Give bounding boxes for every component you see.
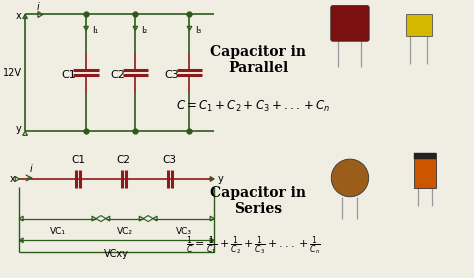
Text: VC₁: VC₁: [50, 227, 65, 237]
Bar: [414, 153, 436, 159]
Text: y: y: [218, 174, 224, 184]
Text: I₁: I₁: [92, 26, 98, 35]
Text: x: x: [16, 11, 21, 21]
Text: C2: C2: [110, 70, 125, 80]
Text: 12V: 12V: [3, 68, 22, 78]
FancyBboxPatch shape: [331, 6, 369, 41]
Text: C3: C3: [163, 155, 177, 165]
Circle shape: [331, 159, 369, 197]
Text: $\frac{1}{C} = \frac{1}{C_1} + \frac{1}{C_2} + \frac{1}{C_3} + ... + \frac{1}{C_: $\frac{1}{C} = \frac{1}{C_1} + \frac{1}{…: [186, 234, 321, 257]
Text: VC₂: VC₂: [117, 227, 133, 237]
Text: i: i: [30, 164, 32, 174]
Text: Capacitor in
Parallel: Capacitor in Parallel: [210, 45, 306, 75]
Text: C1: C1: [71, 155, 85, 165]
Text: C2: C2: [117, 155, 130, 165]
Text: x: x: [9, 174, 15, 184]
Text: i: i: [36, 2, 39, 12]
Text: $C = C_1 + C_2 + C_3 + ... + C_n$: $C = C_1 + C_2 + C_3 + ... + C_n$: [176, 99, 331, 114]
Text: VCxy: VCxy: [104, 249, 129, 259]
Bar: [414, 153, 436, 188]
Text: I₂: I₂: [141, 26, 147, 35]
Text: C3: C3: [164, 70, 179, 80]
Bar: [406, 14, 432, 36]
Text: y: y: [16, 125, 21, 134]
Text: I₃: I₃: [195, 26, 201, 35]
Text: VC₃: VC₃: [175, 227, 191, 237]
Text: Capacitor in
Series: Capacitor in Series: [210, 186, 306, 216]
Text: C1: C1: [61, 70, 76, 80]
